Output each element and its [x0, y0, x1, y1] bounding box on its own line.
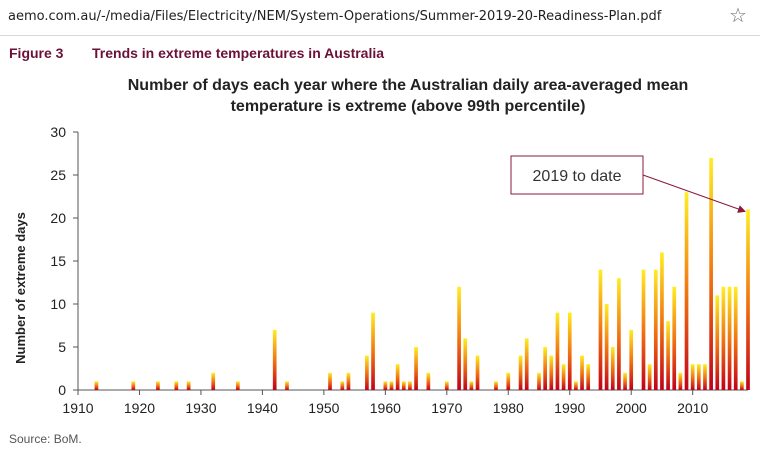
- bar-1926: [174, 381, 179, 390]
- x-tick-label: 1950: [308, 400, 339, 416]
- bar-2006: [666, 321, 670, 390]
- chart-annotation: 2019 to date: [510, 155, 746, 213]
- bar-2013: [709, 157, 713, 390]
- bar-1993: [586, 364, 591, 390]
- bar-1989: [561, 364, 566, 390]
- bar-2014: [715, 295, 720, 390]
- bar-1958: [371, 312, 375, 390]
- bar-1991: [574, 381, 578, 390]
- bar-1923: [156, 381, 160, 390]
- bar-1919: [131, 381, 136, 390]
- x-tick-label: 1980: [493, 400, 524, 416]
- chart-title-line-2: temperature is extreme (above 99th perce…: [231, 98, 586, 115]
- y-tick-label: 10: [50, 296, 66, 312]
- bar-1985: [537, 372, 541, 390]
- bar-1996: [604, 304, 609, 390]
- chart-axes: 0 5 10 15 20 25 30 1910 1920 1930 1940 1950 1960 1970…: [50, 124, 748, 416]
- bar-1932: [211, 372, 216, 390]
- bar-2007: [672, 286, 677, 390]
- bar-1998: [617, 278, 621, 390]
- y-axis-label: Number of extreme days: [13, 212, 28, 364]
- bar-1936: [235, 381, 240, 390]
- bar-1965: [414, 347, 418, 390]
- chart-bars: [94, 157, 750, 390]
- bar-1974: [469, 381, 474, 390]
- bar-1980: [506, 372, 511, 390]
- address-bar[interactable]: aemo.com.au/-/media/Files/Electricity/NE…: [0, 0, 760, 36]
- figure-source: Source: BoM.: [9, 432, 82, 446]
- url-text[interactable]: aemo.com.au/-/media/Files/Electricity/NE…: [8, 9, 662, 24]
- bar-1960: [383, 381, 388, 390]
- bar-1970: [444, 381, 449, 390]
- bar-1963: [401, 381, 406, 390]
- chart-title-line-1: Number of days each year where the Austr…: [128, 77, 689, 94]
- bar-1913: [94, 381, 99, 390]
- bar-1973: [463, 338, 468, 390]
- bar-1997: [610, 347, 615, 390]
- bar-1964: [408, 381, 412, 390]
- bar-1978: [494, 381, 498, 390]
- bar-1961: [389, 381, 394, 390]
- bar-2002: [641, 269, 646, 390]
- figure-caption: Trends in extreme temperatures in Austra…: [92, 45, 385, 61]
- bar-1975: [475, 355, 480, 390]
- bar-1972: [457, 286, 461, 390]
- annotation-text: 2019 to date: [533, 168, 622, 185]
- x-tick-label: 1920: [124, 400, 155, 416]
- chart-container: Number of days each year where the Austr…: [0, 70, 760, 430]
- bar-1954: [346, 372, 351, 390]
- bar-2017: [733, 286, 738, 390]
- bar-1992: [580, 355, 584, 390]
- x-tick-label: 1960: [370, 400, 401, 416]
- bar-2012: [703, 364, 707, 390]
- bar-1987: [549, 355, 554, 390]
- star-outline-icon[interactable]: ☆: [729, 5, 747, 27]
- extreme-days-bar-chart: Number of days each year where the Austr…: [13, 77, 750, 416]
- bar-1986: [543, 347, 547, 390]
- bar-1967: [426, 372, 431, 390]
- bar-1928: [186, 381, 191, 390]
- x-tick-label: 2000: [616, 400, 647, 416]
- x-tick-label: 1930: [185, 400, 216, 416]
- bar-2016: [727, 286, 732, 390]
- bar-2000: [629, 329, 634, 390]
- annotation-box: [510, 155, 644, 195]
- y-tick-label: 15: [50, 253, 66, 269]
- figure-number: Figure 3: [9, 45, 64, 61]
- y-tick-label: 30: [50, 124, 66, 140]
- x-tick-label: 2010: [677, 400, 708, 416]
- x-tick-label: 1990: [554, 400, 585, 416]
- bar-2004: [653, 269, 658, 390]
- bar-1957: [365, 355, 369, 390]
- bar-2019: [746, 209, 750, 390]
- bar-2015: [721, 286, 726, 390]
- bar-1988: [555, 312, 560, 390]
- bar-1944: [285, 381, 289, 390]
- y-tick-label: 20: [50, 210, 66, 226]
- y-tick-label: 5: [58, 339, 66, 355]
- bar-1999: [623, 372, 627, 390]
- bar-2010: [690, 364, 695, 390]
- x-tick-label: 1970: [431, 400, 462, 416]
- bar-1983: [524, 338, 529, 390]
- bar-2003: [647, 364, 652, 390]
- bar-1951: [328, 372, 332, 390]
- x-tick-label: 1940: [247, 400, 278, 416]
- bar-2018: [740, 381, 744, 390]
- bar-2008: [678, 372, 683, 390]
- bar-1990: [567, 312, 572, 390]
- x-tick-label: 1910: [62, 400, 93, 416]
- bar-2005: [660, 252, 664, 390]
- bar-1962: [395, 364, 400, 390]
- y-tick-label: 25: [50, 167, 66, 183]
- bar-1982: [518, 355, 523, 390]
- bar-1942: [272, 329, 277, 390]
- bar-1995: [598, 269, 603, 390]
- y-tick-label: 0: [58, 382, 66, 398]
- bar-1953: [340, 381, 345, 390]
- bar-2011: [696, 364, 701, 390]
- annotation-arrow: [642, 174, 746, 213]
- bar-2009: [684, 192, 689, 390]
